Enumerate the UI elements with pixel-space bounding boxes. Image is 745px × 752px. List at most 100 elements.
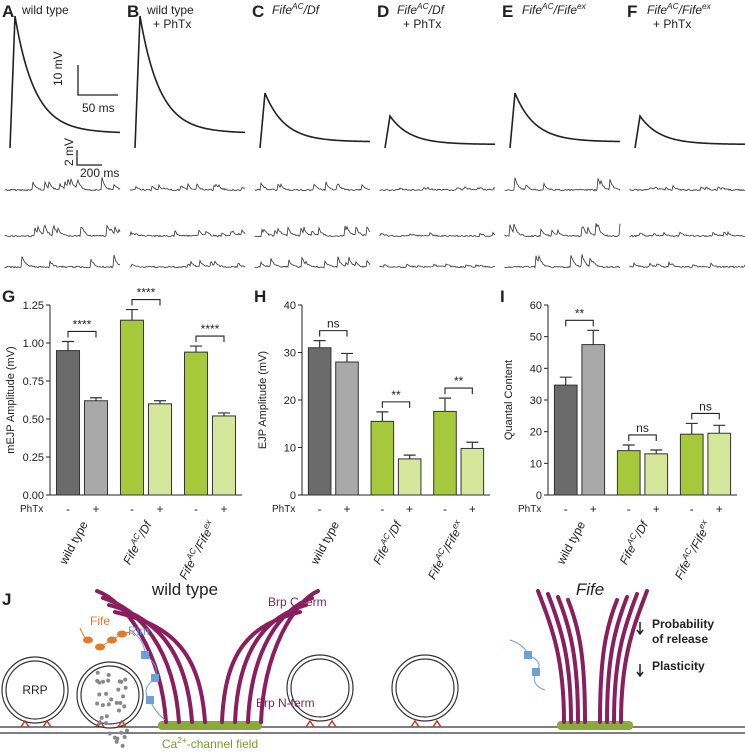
mini-trace [379,231,496,238]
y-tick-label: 30 [530,395,542,407]
significance-bracket [67,330,97,338]
scale-label: 200 ms [80,166,119,180]
ejp-trace [634,113,745,149]
error-bar [713,424,726,434]
ejp-trace [9,15,121,149]
brp-filament [113,610,207,724]
text-part: 2+ [177,735,187,745]
y-tick-label: 0.75 [23,376,44,388]
y-tick-label: 1.00 [23,338,44,350]
transmitter [123,685,128,690]
transmitter [97,692,102,697]
mini-trace [379,263,496,269]
text-part: Fife [272,3,292,17]
transmitter [114,739,119,744]
transmitter [100,703,105,708]
arrow-down [636,622,644,636]
text-part: Fife [522,3,542,17]
y-tick-label: 40 [530,363,542,375]
x-tick-label: - [564,502,568,516]
rim-linker [129,629,166,721]
text-part: Fife [397,3,417,17]
transmitter [124,728,129,733]
y-tick-label: 0.50 [23,414,44,426]
x-tick-label: + [469,502,476,516]
panel-title: FifeAC/Df [272,1,321,17]
y-tick-label: 10 [284,443,296,455]
group-label: FifeAC/Df [368,516,405,566]
panel-title: + PhTx [653,17,691,31]
error-bar [126,308,138,321]
transmitter [95,678,100,683]
text-part: + PhTx [153,17,191,31]
error-bar [403,454,416,459]
bar [433,410,457,496]
transmitter [123,677,128,682]
x-tick-label: + [156,502,163,516]
text-part: ex [577,1,587,11]
x-tick-label: - [690,502,694,516]
label: Fife [90,614,110,628]
error-bar [313,340,326,348]
mini-trace [254,181,371,192]
brp-filament [619,589,649,724]
scale-label: 2 mV [62,138,76,166]
y-tick-label: 50 [530,332,542,344]
bar [370,420,395,496]
transmitter [103,721,108,726]
panel-title: wild type [146,3,194,17]
x-tick-label: + [653,502,660,516]
brp-filament [612,592,639,724]
row-label: PhTx [272,504,295,515]
transmitter [95,670,100,675]
text-part: Fife [120,542,142,567]
row-label: PhTx [518,504,541,515]
ejp-trace [134,15,246,149]
x-tick-label: + [590,502,597,516]
significance-label: ns [699,399,712,413]
x-tick-label: + [343,502,350,516]
transmitter [109,697,114,702]
text-part: Fife [672,557,694,582]
transmitter [119,679,124,684]
diagram-title: wild type [151,580,218,599]
transmitter [99,715,104,720]
error-bar [587,329,600,345]
transmitter [106,678,111,683]
group-label: wild type [307,519,342,568]
mini-trace [504,254,621,269]
y-tick-label: 20 [530,427,542,439]
bar [211,415,237,496]
scale-bar [76,150,102,166]
panel-title: FifeAC/Fifeex [647,1,712,17]
group-label: FifeAC/Fifeex [670,517,714,582]
brp-filament [546,592,573,724]
panel-letter: F [627,2,637,21]
arrow-down [636,664,644,678]
mini-trace [504,223,621,238]
panel-title: wild type [21,3,69,17]
panel-letter: E [502,2,513,21]
group-label: FifeAC/Df [118,516,155,566]
panel-title: FifeAC/Df [397,1,446,17]
scale-label: 50 ms [82,101,115,115]
brp-filament [566,598,587,724]
y-tick-label: 10 [530,458,542,470]
text-part: wild type [21,3,69,17]
significance-bracket [319,330,348,337]
text-part: Ca [162,737,178,751]
panel-letter: D [377,2,389,21]
panel-letter: J [2,590,11,609]
panel-letter: G [2,287,15,306]
transmitter [115,736,120,741]
bar [616,450,641,496]
error-bar [439,397,451,412]
significance-label: ** [454,374,464,388]
effect-label: of release [652,632,708,646]
significance-bracket [195,335,225,343]
significance-label: ns [636,421,649,435]
vesicle [290,658,350,718]
bar [644,453,669,496]
text-part: AC [541,1,555,11]
group-label: wild type [553,519,588,568]
